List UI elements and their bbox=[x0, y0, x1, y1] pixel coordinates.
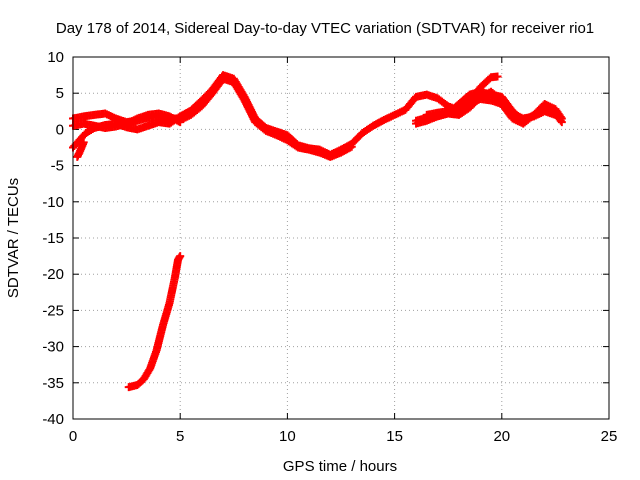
y-tick-label: -40 bbox=[42, 411, 64, 428]
data-point bbox=[556, 112, 565, 121]
series-daytime-b bbox=[176, 74, 356, 161]
grid bbox=[73, 57, 609, 419]
x-tick-label: 0 bbox=[69, 428, 77, 445]
x-tick-label: 15 bbox=[386, 428, 403, 445]
x-tick-label: 25 bbox=[601, 428, 618, 445]
y-tick-label: 10 bbox=[47, 49, 64, 66]
y-tick-label: -5 bbox=[51, 158, 64, 175]
y-tick-label: -15 bbox=[42, 230, 64, 247]
data-point bbox=[493, 72, 502, 81]
y-tick-label: -25 bbox=[42, 302, 64, 319]
series-evening-c bbox=[412, 87, 560, 125]
chart-title: Day 178 of 2014, Sidereal Day-to-day VTE… bbox=[56, 20, 594, 37]
data-points bbox=[69, 71, 566, 392]
data-point bbox=[176, 252, 185, 261]
data-point bbox=[79, 138, 88, 147]
plot-frame bbox=[72, 56, 610, 420]
series-early-dip bbox=[73, 138, 88, 161]
x-tick-label: 20 bbox=[493, 428, 510, 445]
y-tick-label: 5 bbox=[56, 85, 64, 102]
y-tick-label: -20 bbox=[42, 266, 64, 283]
x-axis-label: GPS time / hours bbox=[283, 458, 397, 475]
y-tick-label: -30 bbox=[42, 339, 64, 356]
series-main-cluster-b bbox=[69, 109, 185, 132]
y-tick-label: 0 bbox=[56, 121, 64, 138]
x-tick-label: 10 bbox=[279, 428, 296, 445]
y-axis-label: SDTVAR / TECUs bbox=[5, 178, 22, 298]
series-steep-drop bbox=[124, 252, 185, 392]
x-tick-label: 5 bbox=[176, 428, 184, 445]
y-tick-label: -35 bbox=[42, 375, 64, 392]
data-point bbox=[347, 142, 356, 151]
data-point bbox=[551, 110, 560, 119]
axis-ticks: 0 5 10 15 20 25 -40 -35 -30 -25 -20 -15 -10 -5 0 5 10 bbox=[42, 49, 617, 445]
data-point bbox=[557, 114, 566, 123]
y-tick-label: -10 bbox=[42, 194, 64, 211]
